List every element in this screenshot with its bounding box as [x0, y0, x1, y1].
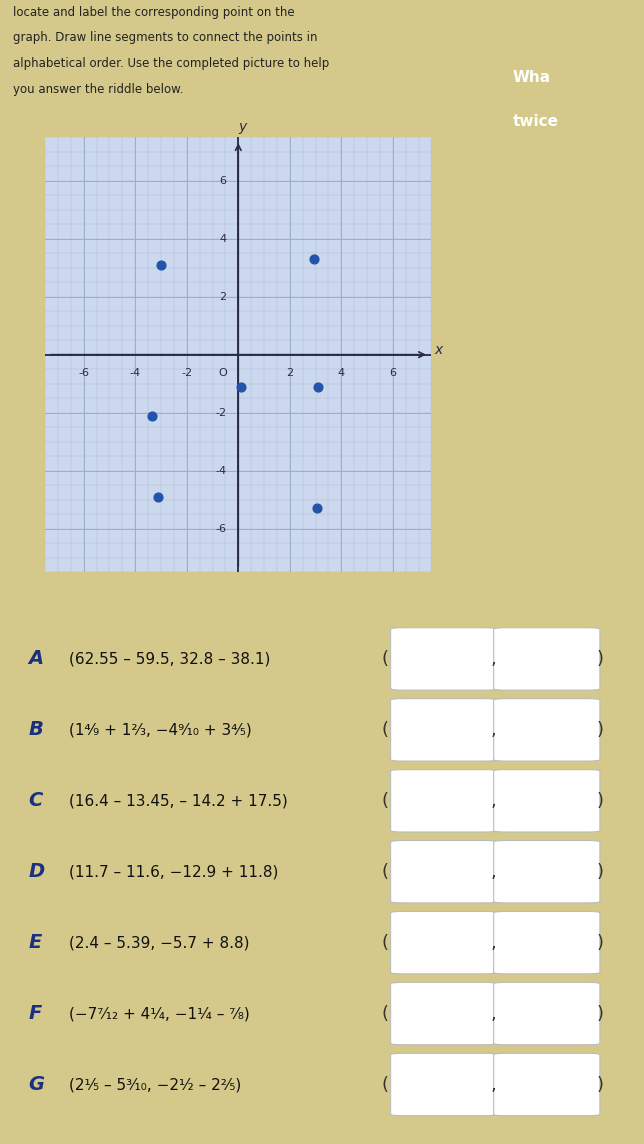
Point	[236, 378, 246, 396]
Text: ,: ,	[491, 792, 497, 810]
Text: (62.55 – 59.5, 32.8 – 38.1): (62.55 – 59.5, 32.8 – 38.1)	[69, 651, 270, 667]
Text: ,: ,	[491, 721, 497, 739]
FancyBboxPatch shape	[391, 983, 497, 1044]
FancyBboxPatch shape	[494, 699, 600, 761]
Text: locate and label the corresponding point on the: locate and label the corresponding point…	[13, 6, 294, 18]
Text: y: y	[238, 120, 246, 134]
Text: 6: 6	[390, 367, 396, 378]
Text: (: (	[381, 792, 388, 810]
Text: 6: 6	[220, 176, 227, 185]
Text: graph. Draw line segments to connect the points in: graph. Draw line segments to connect the…	[13, 31, 317, 45]
Point	[153, 487, 164, 506]
FancyBboxPatch shape	[494, 841, 600, 903]
Text: ): )	[597, 721, 604, 739]
FancyBboxPatch shape	[391, 912, 497, 974]
Text: (: (	[381, 863, 388, 881]
Text: -6: -6	[78, 367, 90, 378]
Text: G: G	[28, 1075, 44, 1094]
Text: you answer the riddle below.: you answer the riddle below.	[13, 82, 184, 96]
Text: (: (	[381, 1075, 388, 1094]
FancyBboxPatch shape	[494, 770, 600, 832]
Text: ): )	[597, 650, 604, 668]
Text: twice: twice	[513, 114, 558, 129]
Text: C: C	[28, 792, 43, 810]
Text: ,: ,	[491, 863, 497, 881]
Text: A: A	[28, 650, 43, 668]
Text: (11.7 – 11.6, −12.9 + 11.8): (11.7 – 11.6, −12.9 + 11.8)	[69, 864, 278, 880]
Text: D: D	[28, 863, 44, 881]
FancyBboxPatch shape	[494, 983, 600, 1044]
Text: (: (	[381, 934, 388, 952]
Point	[147, 407, 158, 426]
Text: ): )	[597, 934, 604, 952]
FancyBboxPatch shape	[391, 1054, 497, 1115]
Text: 4: 4	[337, 367, 345, 378]
Text: ,: ,	[491, 1075, 497, 1094]
FancyBboxPatch shape	[391, 699, 497, 761]
Text: (1⁴⁄₉ + 1²⁄₃, −4⁹⁄₁₀ + 3⁴⁄₅): (1⁴⁄₉ + 1²⁄₃, −4⁹⁄₁₀ + 3⁴⁄₅)	[69, 722, 252, 738]
Text: ): )	[597, 1004, 604, 1023]
Point	[156, 255, 166, 273]
Text: Wha: Wha	[513, 70, 551, 85]
Point	[313, 378, 323, 396]
Text: -6: -6	[216, 524, 227, 533]
FancyBboxPatch shape	[494, 912, 600, 974]
Text: ): )	[597, 792, 604, 810]
Text: F: F	[28, 1004, 42, 1023]
Text: (: (	[381, 1004, 388, 1023]
FancyBboxPatch shape	[391, 770, 497, 832]
Text: (−7⁷⁄₁₂ + 4¹⁄₄, −1¹⁄₄ – ⁷⁄₈): (−7⁷⁄₁₂ + 4¹⁄₄, −1¹⁄₄ – ⁷⁄₈)	[69, 1006, 250, 1022]
Text: 2: 2	[220, 292, 227, 302]
Text: 2: 2	[286, 367, 294, 378]
Text: ,: ,	[491, 934, 497, 952]
FancyBboxPatch shape	[494, 1054, 600, 1115]
Text: -4: -4	[216, 466, 227, 476]
Text: -4: -4	[129, 367, 141, 378]
Text: (2.4 – 5.39, −5.7 + 8.8): (2.4 – 5.39, −5.7 + 8.8)	[69, 935, 249, 951]
FancyBboxPatch shape	[391, 628, 497, 690]
Text: B: B	[28, 721, 43, 739]
Text: -2: -2	[181, 367, 193, 378]
Text: x: x	[434, 343, 442, 357]
Text: (: (	[381, 721, 388, 739]
Text: 4: 4	[220, 233, 227, 244]
Text: (: (	[381, 650, 388, 668]
Text: -2: -2	[216, 407, 227, 418]
Text: alphabetical order. Use the completed picture to help: alphabetical order. Use the completed pi…	[13, 57, 329, 70]
FancyBboxPatch shape	[391, 841, 497, 903]
Text: E: E	[28, 934, 42, 952]
Point	[312, 499, 322, 517]
Text: ): )	[597, 1075, 604, 1094]
Text: O: O	[218, 367, 227, 378]
Text: (16.4 – 13.45, – 14.2 + 17.5): (16.4 – 13.45, – 14.2 + 17.5)	[69, 793, 288, 809]
Text: ,: ,	[491, 1004, 497, 1023]
Text: ,: ,	[491, 650, 497, 668]
Text: (2¹⁄₅ – 5³⁄₁₀, −2¹⁄₂ – 2²⁄₅): (2¹⁄₅ – 5³⁄₁₀, −2¹⁄₂ – 2²⁄₅)	[69, 1077, 241, 1093]
FancyBboxPatch shape	[494, 628, 600, 690]
Point	[309, 249, 319, 268]
Text: ): )	[597, 863, 604, 881]
